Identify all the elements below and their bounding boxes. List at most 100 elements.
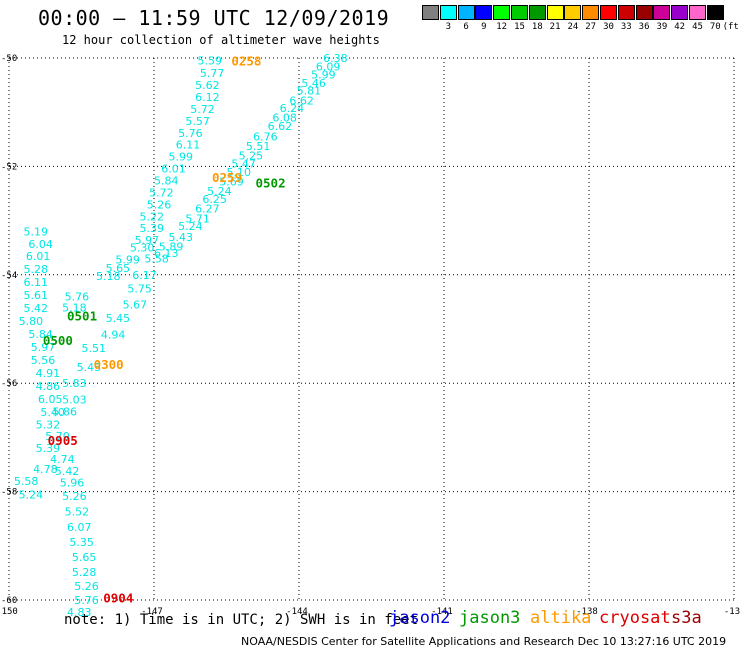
swh-value: 6.12	[195, 91, 220, 104]
latitude-tick-label: -58	[1, 488, 17, 498]
swh-value: 5.28	[72, 566, 97, 579]
time-label: 0300	[94, 357, 124, 372]
swh-value: 6.62	[268, 120, 293, 133]
latitude-tick-label: -52	[1, 162, 17, 172]
swh-value: 5.67	[123, 299, 148, 312]
satellite-legend-jason2: jason2	[389, 608, 451, 628]
swh-value: 6.25	[202, 193, 227, 206]
map-tick-labels: -150-147-144-141-138-13-50-52-54-56-58-6…	[0, 54, 740, 617]
swh-value: 6.07	[67, 521, 92, 534]
time-label: 0501	[67, 308, 97, 323]
swh-value: 5.59	[198, 55, 223, 68]
time-label: 0904	[103, 590, 133, 605]
legend-swatch	[439, 5, 457, 20]
legend-swatch	[511, 5, 528, 20]
swh-value: 5.10	[227, 166, 252, 179]
swh-value: 5.42	[24, 302, 49, 315]
latitude-tick-label: -60	[1, 596, 17, 606]
legend-swatch	[635, 5, 653, 20]
swh-value: 6.01	[26, 250, 50, 263]
time-label: 0500	[43, 333, 73, 348]
swh-value: 5.56	[31, 354, 56, 367]
swh-value: 5.61	[24, 289, 49, 302]
swh-value: 4.91	[36, 367, 61, 380]
map-grid	[8, 57, 735, 601]
swh-value: 5.96	[60, 476, 85, 489]
legend-swatch	[600, 5, 617, 20]
swh-value: 4.78	[33, 463, 58, 476]
page-title: 00:00 – 11:59 UTC 12/09/2019	[38, 6, 390, 30]
latitude-tick-label: -56	[1, 379, 17, 389]
time-label: 0502	[256, 176, 286, 191]
swh-value: 5.84	[154, 174, 179, 187]
legend-swatch	[475, 5, 493, 20]
legend-label: 33	[620, 22, 632, 32]
legend-label: 15	[514, 22, 525, 32]
swh-value: 5.69	[219, 176, 244, 189]
legend-swatch	[671, 5, 689, 20]
swh-value: 5.97	[31, 341, 56, 354]
swh-value: 4.86	[36, 380, 61, 393]
swh-value: 5.72	[190, 103, 215, 116]
swh-value: 5.30	[130, 242, 155, 255]
swh-value: 5.99	[311, 68, 336, 81]
legend-unit-label: (ft)	[722, 22, 740, 32]
swh-value: 5.99	[115, 254, 140, 267]
longitude-tick-label: -150	[0, 607, 18, 617]
swh-value: 5.71	[185, 212, 210, 225]
swh-value: 5.46	[301, 77, 326, 90]
legend-swatch	[617, 5, 635, 20]
swh-value: 5.83	[62, 377, 87, 390]
swh-value: 6.05	[38, 393, 63, 406]
swh-value: 6.76	[253, 131, 277, 144]
legend-swatch	[422, 5, 439, 20]
swh-value: 5.58	[144, 253, 169, 266]
time-label: 0905	[48, 433, 78, 448]
swh-value: 5.84	[28, 328, 53, 341]
swh-value: 4.94	[101, 328, 126, 341]
legend-label: 45	[692, 22, 703, 32]
swh-value: 5.26	[62, 490, 87, 503]
credit-footer: NOAA/NESDIS Center for Satellite Applica…	[241, 635, 727, 648]
satellite-legend-cryosat: cryosat	[599, 608, 671, 628]
swh-value: 5.76	[178, 127, 203, 140]
legend-label: 3	[445, 22, 451, 32]
swh-value: 5.80	[19, 315, 43, 328]
legend-label: 36	[638, 22, 650, 32]
swh-value: 5.18	[96, 270, 121, 283]
swh-value: 5.75	[127, 282, 151, 295]
swh-labels: 5.595.775.626.125.725.575.766.115.996.01…	[14, 52, 348, 619]
legend-label: 24	[567, 22, 579, 32]
swh-value: 5.65	[72, 551, 97, 564]
satellite-legend-jason3: jason3	[459, 608, 521, 628]
time-label: 0258	[231, 54, 261, 69]
swh-value: 6.24	[280, 102, 305, 115]
swh-value: 5.77	[200, 67, 225, 80]
legend-swatch	[689, 5, 706, 20]
swh-value: 5.97	[135, 234, 160, 247]
legend-swatch	[457, 5, 475, 20]
swh-value: 5.22	[140, 210, 165, 223]
legend-swatch	[564, 5, 582, 20]
legend-label: 21	[549, 22, 561, 32]
swh-value: 5.25	[239, 150, 263, 163]
legend-swatch	[546, 5, 564, 20]
swh-value: 5.43	[77, 361, 102, 374]
legend-label: 70	[709, 22, 721, 32]
swh-value: 5.19	[24, 225, 49, 238]
legend-swatch	[528, 5, 546, 20]
swh-value: 4.74	[50, 453, 74, 466]
legend-swatch	[706, 5, 724, 20]
satellite-legend-s3a: s3a	[671, 608, 702, 628]
swh-value: 5.24	[207, 185, 232, 198]
page-subtitle: 12 hour collection of altimeter wave hei…	[62, 33, 380, 47]
swh-value: 5.62	[195, 79, 220, 92]
time-label: 0259	[212, 170, 242, 185]
swh-value: 5.99	[169, 151, 194, 164]
swh-value: 5.76	[65, 290, 90, 303]
swh-value: 5.24	[19, 488, 43, 501]
swh-value: 5.45	[106, 312, 130, 325]
legend-label: 42	[674, 22, 686, 32]
